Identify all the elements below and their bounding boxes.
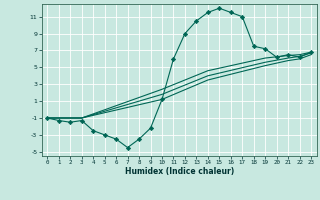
X-axis label: Humidex (Indice chaleur): Humidex (Indice chaleur) (124, 167, 234, 176)
